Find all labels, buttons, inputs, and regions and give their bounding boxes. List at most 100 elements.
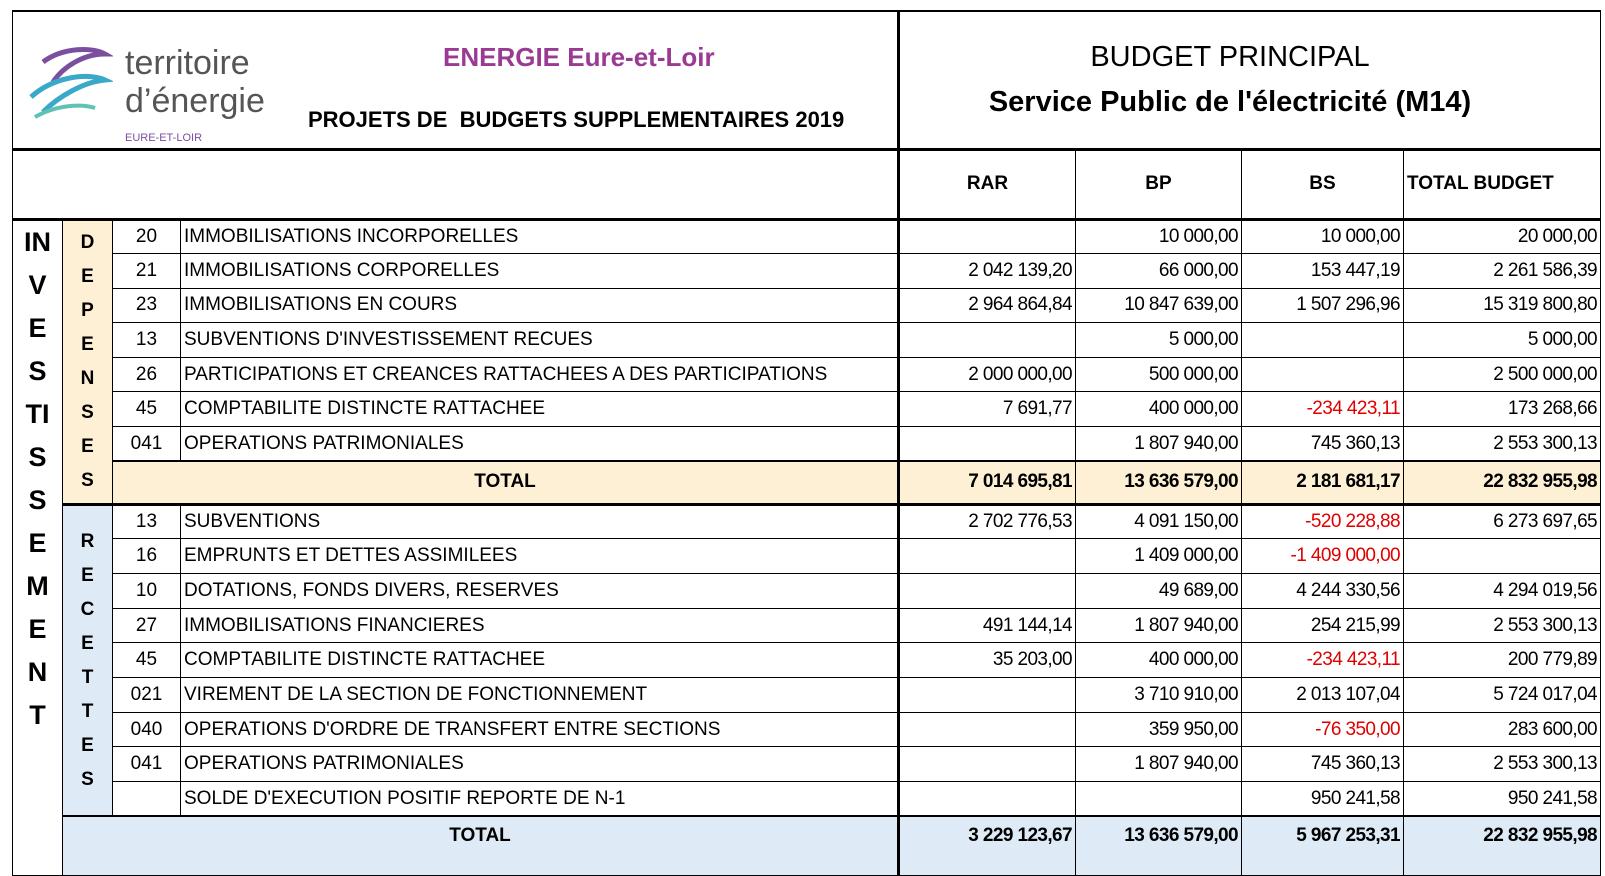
label-cell: DOTATIONS, FONDS DIVERS, RESERVES <box>180 573 900 609</box>
amount-cell <box>898 677 1076 713</box>
label-cell: SUBVENTIONS <box>180 502 900 540</box>
column-header: BP <box>1075 147 1242 221</box>
amount-cell: 13 636 579,00 <box>1075 815 1242 876</box>
amount-cell: 66 000,00 <box>1075 253 1242 289</box>
budget-row: 21 IMMOBILISATIONS CORPORELLES 2 042 139,2… <box>13 253 1602 289</box>
section-text: INVESTISSEMENT <box>24 226 51 730</box>
code-cell: 041 <box>112 426 181 462</box>
amount-cell: 745 360,13 <box>1241 426 1404 462</box>
amount-cell: 2 553 300,13 <box>1402 746 1602 783</box>
label-cell: IMMOBILISATIONS CORPORELLES <box>180 253 900 289</box>
code-cell <box>112 781 181 817</box>
amount-cell: 254 215,99 <box>1241 607 1404 644</box>
group-label: DEPENSES <box>62 218 113 505</box>
amount-cell: 4 091 150,00 <box>1075 502 1242 540</box>
amount-cell: 200 779,89 <box>1402 642 1602 679</box>
amount-cell <box>1075 781 1242 817</box>
amount-cell: 22 832 955,98 <box>1402 460 1602 505</box>
amount-cell: 2 261 586,39 <box>1402 253 1602 289</box>
label-cell: EMPRUNTS ET DETTES ASSIMILEES <box>180 538 900 575</box>
blank-cell <box>12 147 900 221</box>
amount-cell <box>898 746 1076 783</box>
total-label: TOTAL <box>112 460 900 505</box>
amount-cell <box>1241 356 1404 393</box>
header-left: territoire d’énergie EURE-ET-LOIR ENERGI… <box>12 10 900 150</box>
budget-row: 021 VIREMENT DE LA SECTION DE FONCTIONNEM… <box>13 677 1602 713</box>
label-cell: IMMOBILISATIONS FINANCIERES <box>180 607 900 644</box>
amount-cell: 2 553 300,13 <box>1402 607 1602 644</box>
total-row: TOTAL 7 014 695,81 13 636 579,00 2 181 681,… <box>13 460 1602 505</box>
total-label: TOTAL <box>62 815 900 876</box>
amount-cell: 15 319 800,80 <box>1402 287 1602 324</box>
amount-cell: 2 553 300,13 <box>1402 426 1602 462</box>
amount-cell: 400 000,00 <box>1075 391 1242 428</box>
budget-row: INVESTISSEMENT DEPENSES 20 IMMOBILISATIONS … <box>12 217 1602 876</box>
code-cell: 041 <box>112 746 181 783</box>
section-label: INVESTISSEMENT <box>12 217 63 876</box>
amount-cell: 5 967 253,31 <box>1241 815 1404 876</box>
group-text: DEPENSES <box>80 231 95 491</box>
amount-cell: 7 014 695,81 <box>898 460 1076 505</box>
label-cell: IMMOBILISATIONS EN COURS <box>180 287 900 324</box>
amount-cell: 153 447,19 <box>1241 253 1404 289</box>
budget-row: RECETTES 13 SUBVENTIONS 2 702 776,53 4 091 1… <box>13 502 1602 817</box>
amount-cell: 5 000,00 <box>1075 322 1242 358</box>
amount-cell: 2 702 776,53 <box>898 502 1076 540</box>
amount-cell: 2 500 000,00 <box>1402 356 1602 393</box>
amount-cell <box>1241 322 1404 358</box>
label-cell: OPERATIONS D'ORDRE DE TRANSFERT ENTRE SE… <box>180 711 900 748</box>
code-cell: 13 <box>112 322 181 358</box>
budget-row: 26 PARTICIPATIONS ET CREANCES RATTACHEES … <box>13 356 1602 393</box>
code-cell: 040 <box>112 711 181 748</box>
code-cell: 10 <box>112 573 181 609</box>
column-header: BS <box>1241 147 1404 221</box>
amount-cell: 22 832 955,98 <box>1402 815 1602 876</box>
label-cell: COMPTABILITE DISTINCTE RATTACHEE <box>180 391 900 428</box>
amount-cell: 2 964 864,84 <box>898 287 1076 324</box>
group-label: RECETTES <box>62 502 113 817</box>
total-row: TOTAL 3 229 123,67 13 636 579,00 5 967 253,… <box>13 815 1602 876</box>
label-cell: OPERATIONS PATRIMONIALES <box>180 746 900 783</box>
code-cell: 16 <box>112 538 181 575</box>
amount-cell: 173 268,66 <box>1402 391 1602 428</box>
amount-cell: -520 228,88 <box>1241 502 1404 540</box>
amount-cell: 10 847 639,00 <box>1075 287 1242 324</box>
budget-row: 041 OPERATIONS PATRIMONIALES 1 807 940,00 7… <box>13 426 1602 462</box>
amount-cell: 283 600,00 <box>1402 711 1602 748</box>
column-header: RAR <box>898 147 1076 221</box>
amount-cell: 3 229 123,67 <box>898 815 1076 876</box>
amount-cell: 13 636 579,00 <box>1075 460 1242 505</box>
amount-cell <box>898 217 1076 255</box>
code-cell: 021 <box>112 677 181 713</box>
amount-cell: 10 000,00 <box>1075 217 1242 255</box>
amount-cell: 2 013 107,04 <box>1241 677 1404 713</box>
logo-text: territoire d’énergie <box>125 44 265 120</box>
amount-cell: 4 294 019,56 <box>1402 573 1602 609</box>
code-cell: 45 <box>112 391 181 428</box>
column-header: TOTAL BUDGET <box>1402 147 1602 221</box>
logo-line: d’énergie <box>125 82 265 120</box>
amount-cell <box>898 711 1076 748</box>
code-cell: 13 <box>112 502 181 540</box>
logo-line: territoire <box>125 44 250 82</box>
amount-cell: 950 241,58 <box>1402 781 1602 817</box>
label-cell: PARTICIPATIONS ET CREANCES RATTACHEES A … <box>180 356 900 393</box>
service-title: Service Public de l'électricité (M14) <box>988 85 1472 118</box>
label-cell: OPERATIONS PATRIMONIALES <box>180 426 900 462</box>
amount-cell: 3 710 910,00 <box>1075 677 1242 713</box>
amount-cell: 6 273 697,65 <box>1402 502 1602 540</box>
logo-icon <box>29 47 113 119</box>
label-cell: COMPTABILITE DISTINCTE RATTACHEE <box>180 642 900 679</box>
amount-cell: 1 807 940,00 <box>1075 746 1242 783</box>
amount-cell: 5 724 017,04 <box>1402 677 1602 713</box>
budget-row: 27 IMMOBILISATIONS FINANCIERES 491 144,14 1… <box>13 607 1602 644</box>
code-cell: 23 <box>112 287 181 324</box>
label-cell: SUBVENTIONS D'INVESTISSEMENT RECUES <box>180 322 900 358</box>
budget-row: 13 SUBVENTIONS D'INVESTISSEMENT RECUES 5 0… <box>13 322 1602 358</box>
amount-cell: 400 000,00 <box>1075 642 1242 679</box>
amount-cell: 491 144,14 <box>898 607 1076 644</box>
budget-row: 23 IMMOBILISATIONS EN COURS 2 964 864,84 10… <box>13 287 1602 324</box>
budget-row: 45 COMPTABILITE DISTINCTE RATTACHEE 35 203… <box>13 642 1602 679</box>
budget-table: territoire d’énergie EURE-ET-LOIR ENERGI… <box>12 10 1602 876</box>
header-row: territoire d’énergie EURE-ET-LOIR ENERGI… <box>12 10 1602 150</box>
